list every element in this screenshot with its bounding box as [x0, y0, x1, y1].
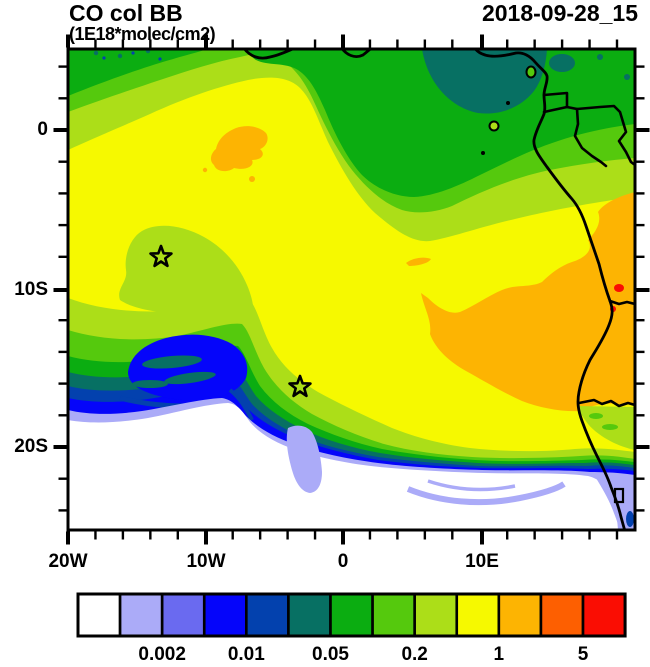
- colorbar-cell-navy: [245, 592, 290, 638]
- contour-orange-dot: [249, 176, 255, 182]
- lavender-tongue: [286, 425, 322, 493]
- contour-orange-patch-west: [210, 126, 268, 172]
- lavender-arc: [427, 479, 516, 492]
- colorbar-label: 5: [577, 644, 589, 665]
- lavender-arc: [406, 481, 566, 506]
- front-eddy-teal-streak: [132, 380, 168, 388]
- clean-air-white-region: [68, 403, 618, 530]
- contour-speck-teal: [549, 54, 575, 72]
- colorbar-cell-yellow: [455, 592, 501, 638]
- page-title: CO col BB: [69, 0, 183, 26]
- front-eddy-teal-streak: [142, 355, 202, 369]
- axis-ticks: [53, 34, 650, 545]
- x-axis-label: 20W: [48, 551, 88, 572]
- colorbar-label: 0.01: [227, 644, 265, 665]
- colorbar-cell-midgreen: [371, 592, 416, 638]
- contour-blob-center-yellowgreen: [119, 225, 254, 325]
- contour-orange-sliver: [406, 257, 431, 266]
- colorbar-cell-teal: [287, 592, 332, 638]
- colorbar-cell-green: [329, 592, 374, 638]
- contour-speck-teal: [624, 74, 630, 80]
- contour-speck-green: [602, 424, 618, 430]
- x-axis-label: 10W: [186, 551, 226, 572]
- y-axis-label: 20S: [14, 436, 48, 457]
- contour-patch-topright-green: [246, 49, 635, 197]
- timestamp-label: 2018-09-28_15: [481, 0, 638, 26]
- colorbar: [76, 592, 627, 638]
- colorbar-cell-blue: [202, 592, 248, 638]
- station-box-marker: [613, 487, 625, 504]
- colorbar-label: 1: [493, 644, 505, 665]
- front-eddy-teal-streak: [164, 371, 216, 385]
- contour-speck-green: [589, 413, 603, 419]
- colorbar-cell-lavender: [118, 592, 164, 638]
- contour-orange-dot: [202, 167, 208, 173]
- star-marker-2: [288, 374, 312, 398]
- contour-patch-teal: [422, 49, 547, 114]
- contour-regions: [68, 49, 635, 530]
- front-navy-arc: [228, 388, 254, 421]
- y-axis-label: 0: [37, 119, 48, 140]
- colorbar-cell-violet: [160, 592, 206, 638]
- colorbar-cell-orangered: [539, 592, 585, 638]
- y-axis-label: 10S: [14, 279, 48, 300]
- colorbar-cell-red: [581, 592, 627, 638]
- contour-red-spot: [614, 284, 624, 292]
- colorbar-label: 0.002: [138, 644, 186, 665]
- x-axis-label: 10E: [465, 551, 499, 572]
- island-sao-tome: [488, 120, 500, 132]
- x-axis-label: 0: [337, 551, 349, 572]
- colorbar-cell-yellowgreen: [413, 592, 459, 638]
- country-borders: [542, 91, 635, 408]
- units-subtitle: (1E18*molec/cm2): [69, 24, 216, 44]
- colorbar-label: 0.05: [312, 644, 349, 665]
- colorbar-label: 0.2: [401, 644, 428, 665]
- island-annobon: [481, 151, 485, 155]
- colorbar-frame: [76, 592, 627, 638]
- contour-speck-navy-corner: [626, 511, 634, 527]
- contour-patch-topleft-green: [68, 49, 208, 96]
- contour-specks-topleft: [93, 49, 162, 61]
- lavender-coastal-strip: [596, 478, 635, 530]
- contour-speck-teal: [597, 54, 603, 60]
- plot-border: [66, 47, 637, 532]
- colorbar-cell-white: [76, 592, 122, 638]
- colorbar-cell-orange: [497, 592, 543, 638]
- contour-orange-region-inland: [421, 192, 635, 412]
- island-bioko: [525, 65, 537, 79]
- star-marker-1: [149, 244, 173, 268]
- island-principe: [506, 101, 510, 105]
